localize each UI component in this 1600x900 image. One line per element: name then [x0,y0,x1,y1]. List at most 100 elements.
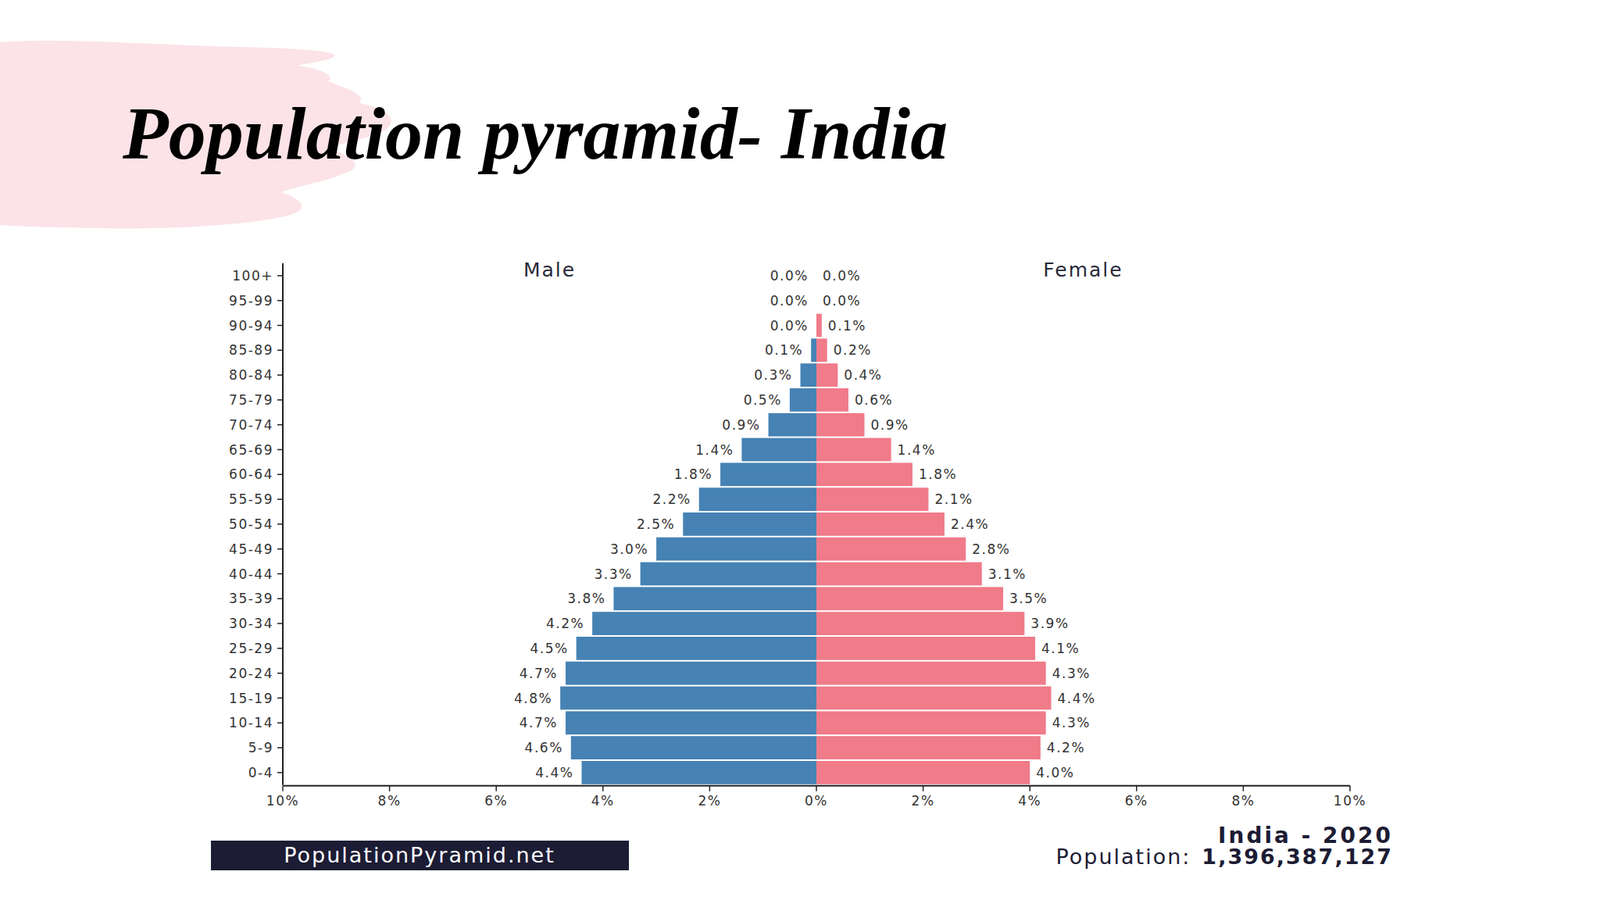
bar [816,289,818,313]
category-label: 65-69 [228,442,274,458]
data-label: 2.8% [971,541,1011,558]
bar [699,487,817,511]
background [0,0,1600,900]
data-label: 4.8% [514,690,553,707]
value-tick-label: 6% [1125,792,1149,809]
data-label: 4.4% [535,764,574,781]
category-tick [277,350,283,352]
data-label: 1.8% [674,466,713,483]
page-title: Population pyramid- India [121,91,948,175]
category-label: 100+ [232,267,274,284]
category-tick [277,771,283,774]
panel: Male0.0%0.0%0.0%0.1%0.3%0.5%0.9%1.4%1.8%… [228,258,829,809]
category-label: 5-9 [248,739,274,756]
value-tick [1242,785,1245,792]
bar [682,512,817,536]
data-label: 0.5% [743,392,783,408]
bar [816,363,838,387]
data-label: 0.1% [764,342,804,358]
bar [571,735,817,760]
value-tick-label: 8% [378,792,402,809]
bar [816,264,818,288]
bar [816,413,865,437]
category-tick [277,300,283,302]
data-label: 2.2% [653,491,692,508]
bar [816,438,892,462]
data-label: 4.2% [1046,739,1086,756]
category-label: 0-4 [248,764,274,781]
data-label: 4.2% [546,615,585,632]
value-tick-label: 2% [697,792,722,809]
data-label: 0.4% [843,367,883,383]
bar [768,413,817,437]
category-label: 85-89 [228,342,274,358]
data-label: 2.5% [636,516,675,533]
data-label: 0.9% [870,417,909,433]
value-tick-label: 0% [804,792,829,809]
category-tick [277,573,283,575]
bar [816,611,1025,636]
value-tick [389,785,391,792]
bar [816,512,945,536]
category-tick [277,746,283,749]
data-label: 4.5% [529,640,568,657]
value-tick-label: 10% [266,792,300,809]
value-tick [922,785,925,792]
bar [816,487,929,511]
panel-title: Male [523,258,576,282]
data-label: 0.0% [770,267,809,284]
population-label: Population: [1055,844,1191,869]
value-tick [815,785,818,792]
bar [816,760,1030,785]
data-label: 4.7% [519,665,558,682]
value-tick [709,785,711,792]
category-tick [277,275,283,277]
category-tick [277,325,283,327]
category-label: 35-39 [228,590,274,607]
value-tick [1028,785,1031,792]
bar [816,338,828,362]
value-tick-label: 6% [484,792,508,809]
category-tick [277,523,283,525]
bar [816,586,1004,611]
data-label: 3.0% [610,541,649,558]
data-label: 1.4% [897,442,936,458]
data-label: 3.9% [1030,615,1069,632]
bar [816,264,818,288]
value-tick-label: 2% [911,792,936,809]
category-label: 50-54 [228,516,274,533]
bar [560,686,817,711]
bar [789,388,817,412]
data-label: 2.1% [934,491,973,508]
data-label: 0.0% [770,317,809,334]
value-tick [495,785,497,792]
bar [640,562,817,586]
bar [816,562,983,586]
category-tick [277,474,283,476]
category-tick [277,449,283,451]
category-label: 70-74 [228,417,274,433]
value-tick-label: 10% [1333,792,1367,809]
panel: Female0.0%0.0%0.1%0.2%0.4%0.6%0.9%1.4%1.… [816,258,1367,809]
bar [581,760,817,785]
category-label: 75-79 [228,392,274,408]
category-label: 60-64 [228,466,274,483]
value-tick-label: 4% [591,792,615,809]
category-label: 90-94 [228,317,274,334]
category-tick [277,722,283,725]
category-tick [277,598,283,600]
value-axis [816,785,1350,787]
bar [816,537,966,561]
data-label: 4.0% [1035,764,1075,781]
population-value: 1,396,387,127 [1201,844,1393,869]
category-tick [277,697,283,700]
bar [816,636,1036,661]
bars [560,338,817,784]
data-label: 0.9% [721,417,761,433]
bars [816,314,1052,785]
data-label: 0.3% [753,367,793,383]
data-label: 4.7% [519,714,558,731]
bar [816,388,849,412]
value-tick [1349,785,1351,792]
data-label: 4.1% [1041,640,1080,657]
